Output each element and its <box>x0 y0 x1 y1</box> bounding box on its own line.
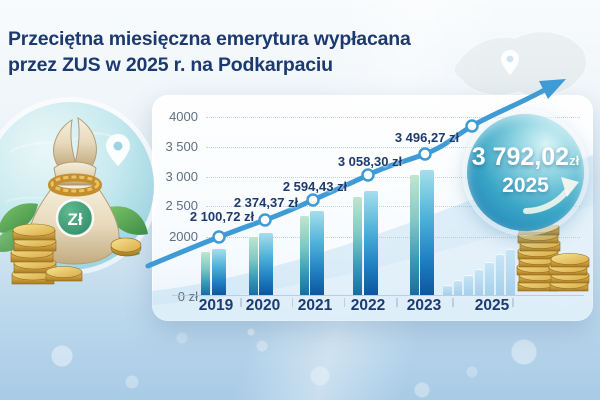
x-separator <box>396 298 398 307</box>
title-line-2: przez ZUS w 2025 r. na Podkarpaciu <box>8 54 333 76</box>
bar-2022-teal <box>353 197 362 295</box>
badge-unit: zł <box>569 153 580 168</box>
map-pin-icon <box>501 50 519 75</box>
bar-2021-teal <box>299 216 309 295</box>
x-separator <box>240 298 242 307</box>
minibar-4 <box>474 269 483 295</box>
point-label-2019: 2 100,72 zł <box>189 209 255 224</box>
highlight-badge-2025: 3 792,02zł 2025 <box>467 114 584 231</box>
point-label-2020: 2 374,37 zł <box>233 195 299 210</box>
x-label-2020: 2020 <box>245 297 281 314</box>
coin-stacks-icon <box>516 225 590 292</box>
x-label-2021: 2021 <box>297 297 333 314</box>
bar-2019-teal <box>201 252 210 295</box>
growth-arrow-icon <box>523 177 579 214</box>
x-separator <box>291 298 293 307</box>
x-label-2025: 2025 <box>474 297 510 314</box>
zloty-badge <box>55 198 95 238</box>
point-label-2021: 2 594,43 zł <box>282 179 348 194</box>
badge-value: 3 792,02zł <box>467 144 584 174</box>
bar-2023-teal <box>409 175 419 295</box>
bar-2019-blue <box>212 249 226 295</box>
x-separator <box>512 298 514 307</box>
minibar-6 <box>495 254 504 295</box>
bar-2023-blue <box>420 170 434 295</box>
x-axis-line <box>172 295 584 296</box>
minibar-7 <box>506 249 515 295</box>
page-title: Przeciętna miesięczna emerytura wypłacan… <box>8 26 478 78</box>
badge-amount: 3 792,02 <box>471 143 570 171</box>
x-separator <box>452 298 454 307</box>
y-tick-zero: 0 zł <box>177 289 198 304</box>
location-pin-icon <box>106 134 130 166</box>
point-label-2023: 3 496,27 zł <box>394 130 460 145</box>
x-separator <box>343 298 345 307</box>
money-bag-icon: Zł <box>28 116 120 265</box>
minibar-5 <box>485 262 494 295</box>
minibar-1 <box>443 285 452 295</box>
bar-2022-blue <box>364 191 378 295</box>
minibar-3 <box>464 275 473 295</box>
money-bag-illustration: Zł <box>0 97 159 285</box>
title-line-1: Przeciętna miesięczna emerytura wypłacan… <box>8 28 411 50</box>
minibar-2 <box>453 280 462 295</box>
x-label-2023: 2023 <box>406 297 442 314</box>
x-label-2022: 2022 <box>350 297 386 314</box>
bag-coins-icon <box>10 223 142 285</box>
bar-2020-teal <box>248 237 258 295</box>
x-label-2019: 2019 <box>198 297 234 314</box>
bar-2021-blue <box>310 211 324 295</box>
bar-2020-blue <box>259 233 273 295</box>
zloty-symbol: Zł <box>67 210 82 229</box>
point-label-2022: 3 058,30 zł <box>337 154 403 169</box>
